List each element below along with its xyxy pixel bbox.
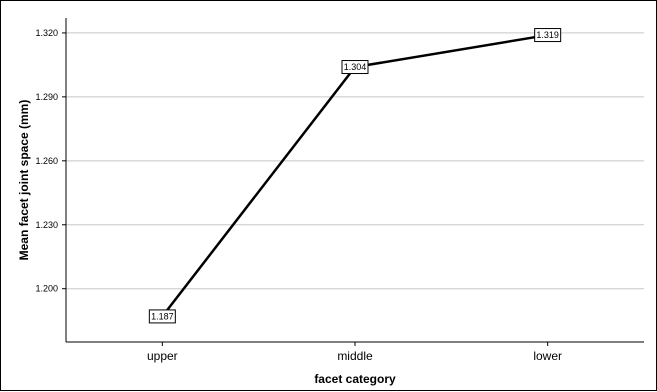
- data-labels: 1.187 1.304 1.319: [148, 28, 562, 324]
- y-tick-label: 1.200: [35, 284, 58, 294]
- x-tick-labels: upper middle lower: [147, 342, 562, 363]
- y-tick-labels: 1.200 1.230 1.260 1.290 1.320: [35, 28, 66, 294]
- x-tick-label: lower: [533, 349, 562, 363]
- data-label: 1.319: [534, 28, 562, 43]
- data-label-value: 1.319: [536, 30, 559, 40]
- data-label-box: [148, 309, 176, 324]
- gridlines: [66, 32, 644, 290]
- y-tick-label: 1.260: [35, 156, 58, 166]
- x-axis-title: facet category: [314, 372, 396, 386]
- y-tick-label: 1.230: [35, 220, 58, 230]
- data-label-box: [341, 60, 369, 75]
- data-label-value: 1.187: [151, 311, 174, 321]
- data-label: 1.187: [148, 309, 176, 324]
- y-tick-label: 1.320: [35, 28, 58, 38]
- series-line: [161, 33, 548, 318]
- data-label: 1.304: [341, 60, 369, 75]
- x-tick-label: middle: [337, 349, 373, 363]
- y-axis-title: Mean facet joint space (mm): [17, 100, 31, 261]
- data-label-value: 1.304: [344, 62, 367, 72]
- data-label-box: [534, 28, 562, 43]
- x-tick-label: upper: [147, 349, 178, 363]
- y-tick-label: 1.290: [35, 92, 58, 102]
- series: [161, 33, 548, 318]
